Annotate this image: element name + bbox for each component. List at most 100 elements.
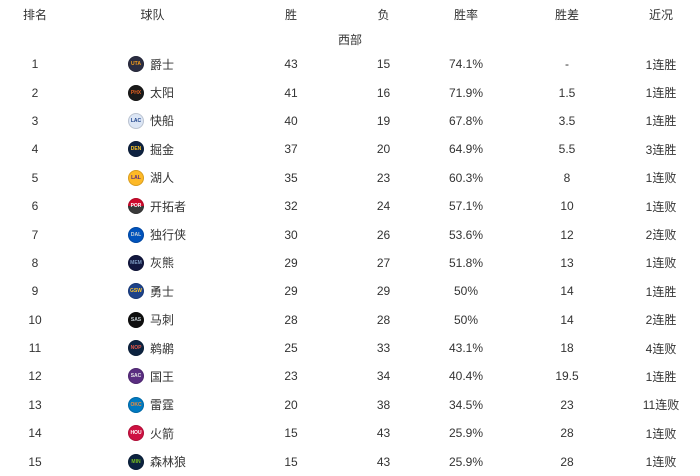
- team-cell[interactable]: GSW 勇士: [70, 283, 235, 300]
- team-name[interactable]: 太阳: [150, 86, 175, 101]
- rank-cell: 4: [31, 142, 39, 157]
- pct-cell: 34.5%: [448, 397, 484, 412]
- losses-cell: 43: [376, 426, 391, 441]
- losses-cell: 28: [376, 312, 391, 327]
- team-name[interactable]: 灰熊: [150, 256, 175, 271]
- streak-cell: 11连败: [642, 398, 680, 413]
- table-row: 1 UTA 爵士 43 15 74.1% - 1连胜: [0, 50, 700, 78]
- header-team: 球队: [140, 7, 165, 22]
- table-row: 13 OKC 雷霆 20 38 34.5% 23 11连败: [0, 391, 700, 419]
- wins-cell: 25: [284, 341, 298, 356]
- pct-cell: 40.4%: [448, 369, 484, 384]
- team-cell[interactable]: DEN 掘金: [70, 141, 235, 158]
- team-name[interactable]: 湖人: [150, 171, 175, 186]
- team-cell[interactable]: LAL 湖人: [70, 169, 235, 186]
- losses-cell: 23: [376, 170, 391, 185]
- rank-cell: 8: [31, 255, 39, 270]
- losses-cell: 33: [376, 341, 391, 356]
- gb-cell: 14: [560, 284, 574, 299]
- rank-cell: 3: [31, 113, 39, 128]
- team-cell[interactable]: MIN 森林狼: [70, 453, 235, 470]
- gb-cell: 10: [560, 199, 574, 214]
- pct-cell: 25.9%: [448, 454, 484, 469]
- table-row: 2 PHX 太阳 41 16 71.9% 1.5 1连胜: [0, 78, 700, 106]
- wins-cell: 30: [284, 227, 298, 242]
- rank-cell: 11: [28, 341, 42, 356]
- team-cell[interactable]: HOU 火箭: [70, 425, 235, 442]
- team-logo-icon: LAC: [128, 112, 144, 129]
- team-cell[interactable]: PHX 太阳: [70, 84, 235, 101]
- wins-cell: 37: [284, 142, 298, 157]
- team-name[interactable]: 爵士: [150, 57, 175, 72]
- team-logo-icon: UTA: [128, 56, 144, 73]
- team-logo-icon: DEN: [128, 141, 144, 158]
- team-logo-icon: MEM: [128, 254, 144, 271]
- team-name[interactable]: 鹈鹕: [150, 341, 175, 356]
- gb-cell: 1.5: [558, 85, 576, 100]
- team-cell[interactable]: MEM 灰熊: [70, 254, 235, 271]
- team-cell[interactable]: OKC 雷霆: [70, 396, 235, 413]
- table-row: 8 MEM 灰熊 29 27 51.8% 13 1连败: [0, 249, 700, 277]
- team-cell[interactable]: DAL 独行侠: [70, 226, 235, 243]
- gb-cell: 19.5: [555, 369, 579, 384]
- team-cell[interactable]: NOP 鹈鹕: [70, 340, 235, 357]
- streak-cell: 1连胜: [645, 284, 677, 299]
- gb-cell: -: [565, 57, 569, 72]
- pct-cell: 50%: [453, 312, 479, 327]
- team-name[interactable]: 快船: [150, 114, 175, 129]
- team-logo-icon: OKC: [128, 396, 144, 413]
- team-name[interactable]: 雷霆: [150, 398, 175, 413]
- losses-cell: 16: [376, 85, 391, 100]
- streak-cell: 1连败: [645, 171, 677, 186]
- table-row: 11 NOP 鹈鹕 25 33 43.1% 18 4连败: [0, 334, 700, 362]
- streak-cell: 1连胜: [645, 369, 677, 384]
- table-row: 4 DEN 掘金 37 20 64.9% 5.5 3连胜: [0, 135, 700, 163]
- team-name[interactable]: 马刺: [150, 313, 175, 328]
- header-streak: 近况: [648, 7, 673, 22]
- losses-cell: 20: [376, 142, 391, 157]
- team-name[interactable]: 森林狼: [150, 455, 187, 470]
- wins-cell: 32: [284, 199, 298, 214]
- team-cell[interactable]: SAC 国王: [70, 368, 235, 385]
- losses-cell: 27: [376, 255, 391, 270]
- losses-cell: 19: [376, 113, 391, 128]
- rank-cell: 6: [31, 199, 39, 214]
- team-cell[interactable]: LAC 快船: [70, 112, 235, 129]
- team-name[interactable]: 勇士: [150, 284, 175, 299]
- streak-cell: 1连败: [645, 199, 677, 214]
- wins-cell: 15: [284, 454, 298, 469]
- gb-cell: 28: [560, 426, 574, 441]
- team-logo-icon: DAL: [128, 226, 144, 243]
- team-cell[interactable]: SAS 马刺: [70, 311, 235, 328]
- streak-cell: 1连败: [645, 256, 677, 271]
- team-logo-icon: HOU: [128, 425, 144, 442]
- losses-cell: 26: [376, 227, 391, 242]
- team-name[interactable]: 独行侠: [150, 228, 187, 243]
- team-name[interactable]: 掘金: [150, 142, 175, 157]
- team-cell[interactable]: UTA 爵士: [70, 56, 235, 73]
- team-logo-icon: PHX: [128, 84, 144, 101]
- wins-cell: 43: [284, 57, 298, 72]
- table-row: 10 SAS 马刺 28 28 50% 14 2连胜: [0, 306, 700, 334]
- team-cell[interactable]: POR 开拓者: [70, 198, 235, 215]
- losses-cell: 29: [376, 284, 391, 299]
- wins-cell: 28: [284, 312, 298, 327]
- pct-cell: 71.9%: [448, 85, 484, 100]
- losses-cell: 43: [376, 454, 391, 469]
- losses-cell: 15: [376, 57, 391, 72]
- streak-cell: 1连败: [645, 455, 677, 470]
- gb-cell: 8: [563, 170, 571, 185]
- wins-cell: 41: [284, 85, 298, 100]
- wins-cell: 40: [284, 113, 298, 128]
- team-name[interactable]: 开拓者: [150, 199, 187, 214]
- team-name[interactable]: 国王: [150, 369, 175, 384]
- rank-cell: 10: [28, 312, 42, 327]
- table-row: 12 SAC 国王 23 34 40.4% 19.5 1连胜: [0, 362, 700, 390]
- gb-cell: 3.5: [558, 113, 576, 128]
- rank-cell: 15: [28, 454, 42, 469]
- rank-cell: 7: [31, 227, 39, 242]
- table-row: 5 LAL 湖人 35 23 60.3% 8 1连败: [0, 164, 700, 192]
- team-name[interactable]: 火箭: [150, 426, 175, 441]
- pct-cell: 25.9%: [448, 426, 484, 441]
